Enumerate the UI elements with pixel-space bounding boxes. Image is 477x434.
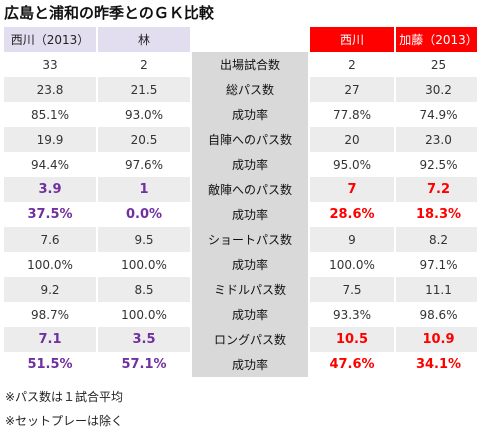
table-row: 98.7% 100.0% 成功率 93.3% 98.6% (4, 302, 477, 327)
right-gk2-value: 30.2 (396, 77, 477, 102)
right-gk1-value: 9 (310, 227, 394, 252)
header-left-gk1: 西川（2013） (4, 27, 96, 52)
stat-label: 成功率 (192, 152, 308, 177)
right-gk2-value: 11.1 (396, 277, 477, 302)
right-gk1-value: 100.0% (310, 252, 394, 277)
note-pass-average: ※パス数は１試合平均 (5, 390, 124, 404)
right-gk1-value: 7 (310, 177, 394, 202)
header-blank (192, 27, 308, 52)
left-gk1-value: 7.1 (4, 327, 96, 352)
left-gk1-value: 51.5% (4, 352, 96, 377)
comparison-table: 西川（2013） 林 西川 加藤（2013） 33 2 出場試合数 2 25 23.8 21… (2, 27, 477, 377)
left-gk1-value: 98.7% (4, 302, 96, 327)
table-row: 23.8 21.5 総パス数 27 30.2 (4, 77, 477, 102)
header-row: 西川（2013） 林 西川 加藤（2013） (4, 27, 477, 52)
table-row: 33 2 出場試合数 2 25 (4, 52, 477, 77)
right-gk2-value: 10.9 (396, 327, 477, 352)
right-gk1-value: 7.5 (310, 277, 394, 302)
stat-label: 成功率 (192, 252, 308, 277)
left-gk1-value: 7.6 (4, 227, 96, 252)
table-row: 7.6 9.5 ショートパス数 9 8.2 (4, 227, 477, 252)
right-gk2-value: 74.9% (396, 102, 477, 127)
table-row: 19.9 20.5 自陣へのパス数 20 23.0 (4, 127, 477, 152)
stat-label: ショートパス数 (192, 227, 308, 252)
stat-label: ミドルパス数 (192, 277, 308, 302)
left-gk1-value: 19.9 (4, 127, 96, 152)
left-gk2-value: 97.6% (98, 152, 190, 177)
left-gk1-value: 100.0% (4, 252, 96, 277)
left-gk2-value: 57.1% (98, 352, 190, 377)
table-row: 51.5% 57.1% 成功率 47.6% 34.1% (4, 352, 477, 377)
stat-label: 敵陣へのパス数 (192, 177, 308, 202)
right-gk1-value: 77.8% (310, 102, 394, 127)
table-row: 37.5% 0.0% 成功率 28.6% 18.3% (4, 202, 477, 227)
header-left-gk2: 林 (98, 27, 190, 52)
left-gk2-value: 100.0% (98, 302, 190, 327)
left-gk2-value: 21.5 (98, 77, 190, 102)
right-gk1-value: 20 (310, 127, 394, 152)
table-row: 94.4% 97.6% 成功率 95.0% 92.5% (4, 152, 477, 177)
left-gk1-value: 37.5% (4, 202, 96, 227)
stat-label: 成功率 (192, 202, 308, 227)
left-gk2-value: 93.0% (98, 102, 190, 127)
right-gk2-value: 7.2 (396, 177, 477, 202)
table-row: 85.1% 93.0% 成功率 77.8% 74.9% (4, 102, 477, 127)
right-gk2-value: 98.6% (396, 302, 477, 327)
stat-label: 成功率 (192, 102, 308, 127)
right-gk1-value: 93.3% (310, 302, 394, 327)
right-gk1-value: 27 (310, 77, 394, 102)
table-row: 100.0% 100.0% 成功率 100.0% 97.1% (4, 252, 477, 277)
left-gk2-value: 20.5 (98, 127, 190, 152)
left-gk1-value: 33 (4, 52, 96, 77)
stat-label: 総パス数 (192, 77, 308, 102)
stat-label: 成功率 (192, 352, 308, 377)
left-gk2-value: 3.5 (98, 327, 190, 352)
stat-label: 出場試合数 (192, 52, 308, 77)
left-gk2-value: 1 (98, 177, 190, 202)
right-gk2-value: 8.2 (396, 227, 477, 252)
right-gk2-value: 92.5% (396, 152, 477, 177)
note-setplay-excluded: ※セットプレーは除く (5, 414, 124, 428)
right-gk1-value: 28.6% (310, 202, 394, 227)
right-gk2-value: 23.0 (396, 127, 477, 152)
left-gk2-value: 2 (98, 52, 190, 77)
stat-label: 成功率 (192, 302, 308, 327)
right-gk2-value: 97.1% (396, 252, 477, 277)
table-row: 7.1 3.5 ロングパス数 10.5 10.9 (4, 327, 477, 352)
table-row: 3.9 1 敵陣へのパス数 7 7.2 (4, 177, 477, 202)
left-gk1-value: 85.1% (4, 102, 96, 127)
left-gk2-value: 100.0% (98, 252, 190, 277)
left-gk2-value: 0.0% (98, 202, 190, 227)
right-gk1-value: 2 (310, 52, 394, 77)
left-gk1-value: 94.4% (4, 152, 96, 177)
left-gk2-value: 8.5 (98, 277, 190, 302)
page-title: 広島と浦和の昨季とのＧＫ比較 (4, 4, 214, 22)
left-gk1-value: 3.9 (4, 177, 96, 202)
header-right-gk2: 加藤（2013） (396, 27, 477, 52)
left-gk2-value: 9.5 (98, 227, 190, 252)
right-gk1-value: 47.6% (310, 352, 394, 377)
table-row: 9.2 8.5 ミドルパス数 7.5 11.1 (4, 277, 477, 302)
right-gk1-value: 95.0% (310, 152, 394, 177)
left-gk1-value: 9.2 (4, 277, 96, 302)
header-right-gk1: 西川 (310, 27, 394, 52)
right-gk2-value: 25 (396, 52, 477, 77)
left-gk1-value: 23.8 (4, 77, 96, 102)
right-gk2-value: 18.3% (396, 202, 477, 227)
right-gk2-value: 34.1% (396, 352, 477, 377)
right-gk1-value: 10.5 (310, 327, 394, 352)
table-body: 33 2 出場試合数 2 25 23.8 21.5 総パス数 27 30.2 85.1% 93.0% 成… (4, 52, 477, 377)
stat-label: ロングパス数 (192, 327, 308, 352)
stat-label: 自陣へのパス数 (192, 127, 308, 152)
